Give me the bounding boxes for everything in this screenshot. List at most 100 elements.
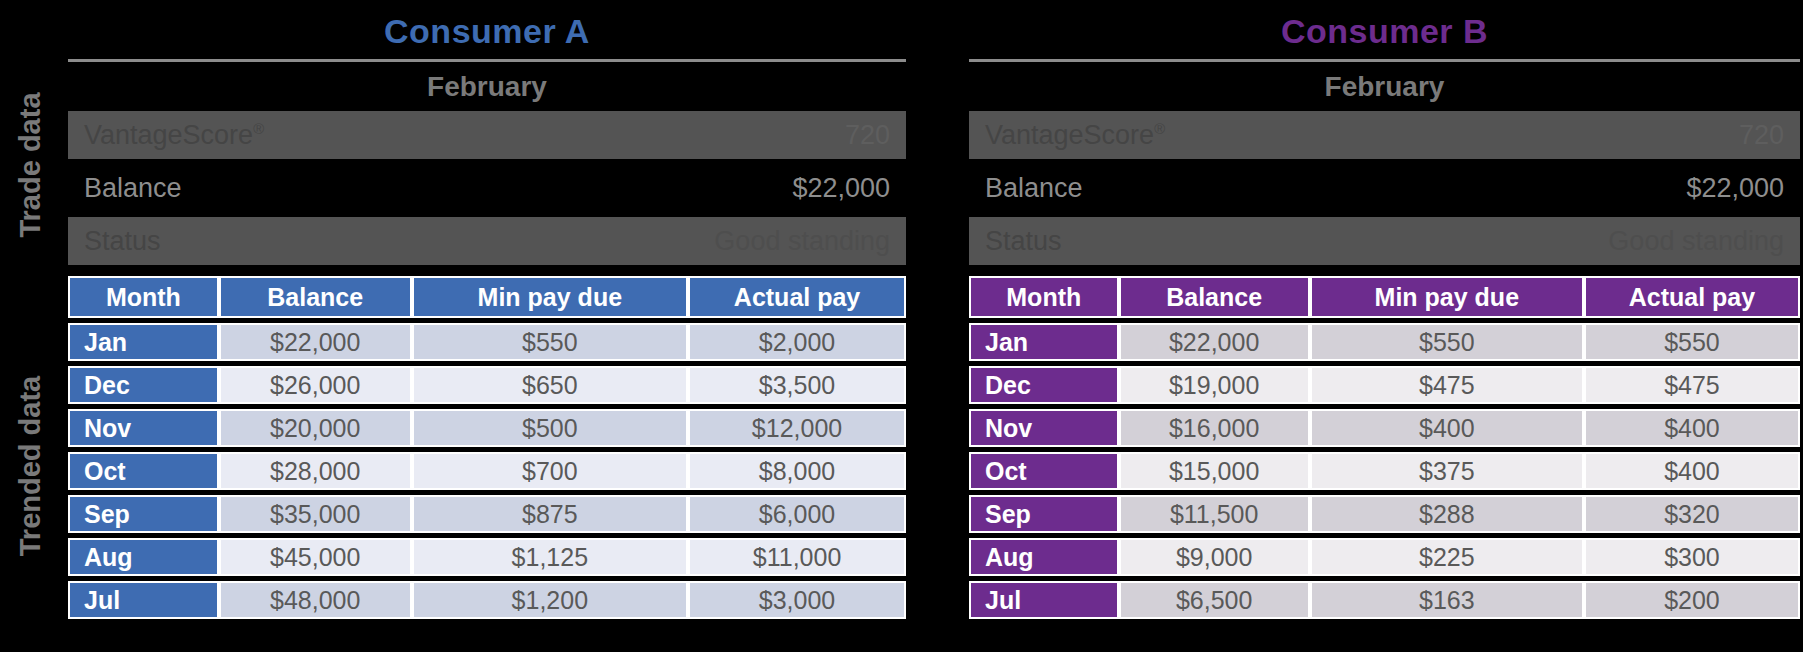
value-cell: $550 xyxy=(412,323,689,361)
month-cell: Aug xyxy=(969,538,1119,576)
status-value: Good standing xyxy=(1608,226,1784,257)
value-cell: $475 xyxy=(1310,366,1584,404)
header-min-pay-due: Min pay due xyxy=(1310,276,1584,318)
value-cell: $9,000 xyxy=(1119,538,1310,576)
status-row: Status Good standing xyxy=(969,217,1800,265)
value-cell: $475 xyxy=(1584,366,1800,404)
consumer-b-trended-table: Month Balance Min pay due Actual pay Jan… xyxy=(969,271,1800,624)
vantagescore-row: VantageScore® 720 xyxy=(969,111,1800,159)
value-cell: $20,000 xyxy=(219,409,412,447)
value-cell: $400 xyxy=(1310,409,1584,447)
registered-mark: ® xyxy=(253,121,264,137)
month-cell: Oct xyxy=(969,452,1119,490)
balance-value: $22,000 xyxy=(1686,173,1784,204)
status-label: Status xyxy=(985,226,1062,257)
table-row: Oct$15,000$375$400 xyxy=(969,452,1800,490)
table-row: Sep$11,500$288$320 xyxy=(969,495,1800,533)
table-row: Aug$45,000$1,125$11,000 xyxy=(68,538,906,576)
consumer-b-title: Consumer B xyxy=(969,6,1800,59)
month-cell: Jul xyxy=(969,581,1119,619)
table-row: Jul$48,000$1,200$3,000 xyxy=(68,581,906,619)
balance-row: Balance $22,000 xyxy=(969,165,1800,211)
registered-mark: ® xyxy=(1154,121,1165,137)
header-month: Month xyxy=(969,276,1119,318)
value-cell: $35,000 xyxy=(219,495,412,533)
month-cell: Dec xyxy=(68,366,219,404)
balance-value: $22,000 xyxy=(792,173,890,204)
value-cell: $8,000 xyxy=(688,452,906,490)
value-cell: $320 xyxy=(1584,495,1800,533)
status-row: Status Good standing xyxy=(68,217,906,265)
value-cell: $2,000 xyxy=(688,323,906,361)
table-row: Dec$19,000$475$475 xyxy=(969,366,1800,404)
vantagescore-value: 720 xyxy=(845,120,890,151)
month-cell: Nov xyxy=(68,409,219,447)
slide-canvas: Trade data Trended data Consumer A Febru… xyxy=(0,0,1803,652)
month-cell: Jan xyxy=(68,323,219,361)
value-cell: $16,000 xyxy=(1119,409,1310,447)
value-cell: $400 xyxy=(1584,452,1800,490)
balance-label: Balance xyxy=(84,173,182,204)
value-cell: $375 xyxy=(1310,452,1584,490)
month-cell: Nov xyxy=(969,409,1119,447)
header-actual-pay: Actual pay xyxy=(688,276,906,318)
consumer-a-title: Consumer A xyxy=(68,6,906,59)
value-cell: $225 xyxy=(1310,538,1584,576)
month-cell: Sep xyxy=(969,495,1119,533)
table-header-row: Month Balance Min pay due Actual pay xyxy=(68,276,906,318)
table-row: Nov$20,000$500$12,000 xyxy=(68,409,906,447)
month-cell: Dec xyxy=(969,366,1119,404)
month-cell: Sep xyxy=(68,495,219,533)
header-balance: Balance xyxy=(219,276,412,318)
vantagescore-label: VantageScore® xyxy=(84,120,264,151)
value-cell: $11,500 xyxy=(1119,495,1310,533)
value-cell: $45,000 xyxy=(219,538,412,576)
table-row: Jan$22,000$550$2,000 xyxy=(68,323,906,361)
table-row: Sep$35,000$875$6,000 xyxy=(68,495,906,533)
consumer-a-trended-table: Month Balance Min pay due Actual pay Jan… xyxy=(68,271,906,624)
vantagescore-value: 720 xyxy=(1739,120,1784,151)
consumer-a-panel: Consumer A February VantageScore® 720 Ba… xyxy=(68,6,906,624)
value-cell: $700 xyxy=(412,452,689,490)
value-cell: $48,000 xyxy=(219,581,412,619)
month-cell: Jan xyxy=(969,323,1119,361)
consumer-b-panel: Consumer B February VantageScore® 720 Ba… xyxy=(969,6,1800,624)
value-cell: $6,000 xyxy=(688,495,906,533)
trade-data-side-label: Trade data xyxy=(9,35,51,295)
table-row: Nov$16,000$400$400 xyxy=(969,409,1800,447)
vantagescore-row: VantageScore® 720 xyxy=(68,111,906,159)
status-value: Good standing xyxy=(714,226,890,257)
value-cell: $3,500 xyxy=(688,366,906,404)
value-cell: $6,500 xyxy=(1119,581,1310,619)
table-header-row: Month Balance Min pay due Actual pay xyxy=(969,276,1800,318)
value-cell: $1,200 xyxy=(412,581,689,619)
trended-data-side-label: Trended data xyxy=(9,336,51,596)
value-cell: $300 xyxy=(1584,538,1800,576)
table-row: Dec$26,000$650$3,500 xyxy=(68,366,906,404)
month-cell: Oct xyxy=(68,452,219,490)
status-label: Status xyxy=(84,226,161,257)
table-row: Jul$6,500$163$200 xyxy=(969,581,1800,619)
value-cell: $550 xyxy=(1584,323,1800,361)
balance-label: Balance xyxy=(985,173,1083,204)
header-min-pay-due: Min pay due xyxy=(412,276,689,318)
value-cell: $875 xyxy=(412,495,689,533)
table-row: Aug$9,000$225$300 xyxy=(969,538,1800,576)
value-cell: $550 xyxy=(1310,323,1584,361)
value-cell: $3,000 xyxy=(688,581,906,619)
value-cell: $28,000 xyxy=(219,452,412,490)
value-cell: $200 xyxy=(1584,581,1800,619)
table-row: Oct$28,000$700$8,000 xyxy=(68,452,906,490)
value-cell: $19,000 xyxy=(1119,366,1310,404)
value-cell: $1,125 xyxy=(412,538,689,576)
header-actual-pay: Actual pay xyxy=(1584,276,1800,318)
period-label: February xyxy=(969,62,1800,111)
header-balance: Balance xyxy=(1119,276,1310,318)
value-cell: $400 xyxy=(1584,409,1800,447)
value-cell: $11,000 xyxy=(688,538,906,576)
balance-row: Balance $22,000 xyxy=(68,165,906,211)
table-row: Jan$22,000$550$550 xyxy=(969,323,1800,361)
value-cell: $163 xyxy=(1310,581,1584,619)
value-cell: $22,000 xyxy=(219,323,412,361)
period-label: February xyxy=(68,62,906,111)
